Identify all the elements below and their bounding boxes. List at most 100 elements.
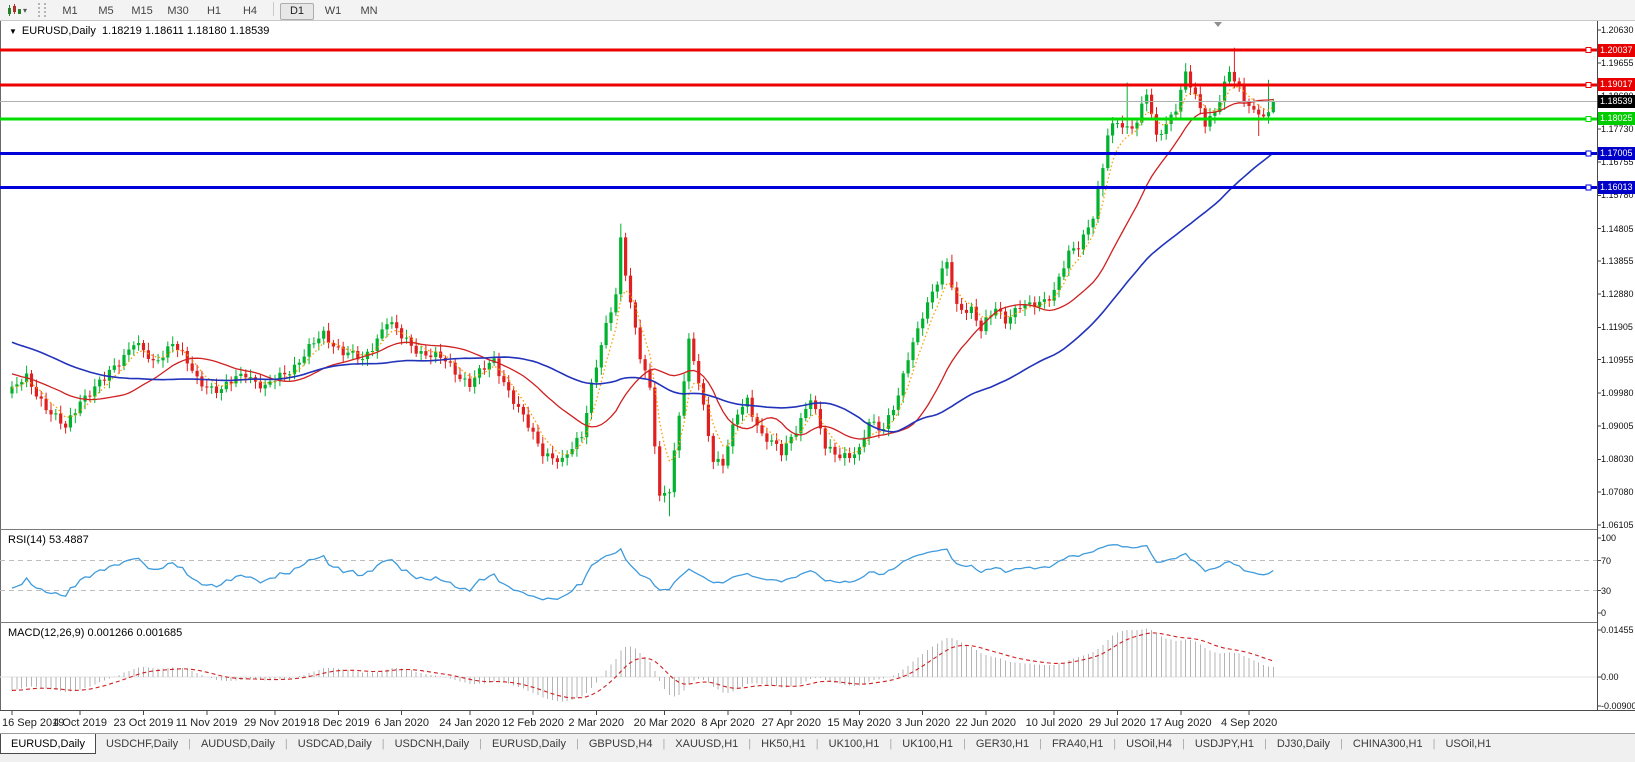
tab-divider: | — [815, 738, 819, 750]
chart-tab-0-eurusd-daily[interactable]: EURUSD,Daily — [0, 734, 96, 754]
price-tick-label: 1.19655 — [1601, 58, 1634, 69]
price-tick-label: 1.20630 — [1601, 25, 1634, 35]
panel-borders — [0, 20, 1635, 711]
chart-tab-2-audusd-daily[interactable]: AUDUSD,Daily — [200, 738, 275, 750]
date-tick-label: 18 Dec 2019 — [307, 717, 370, 729]
chart-tab-15-dj30-daily[interactable]: DJ30,Daily — [1276, 738, 1331, 750]
current-price-badge: 1.18539 — [1598, 94, 1635, 108]
price-badge-1.18025: 1.18025 — [1598, 112, 1635, 126]
chart-tab-14-usdjpy-h1[interactable]: USDJPY,H1 — [1194, 738, 1254, 750]
date-tick-label: 8 Apr 2020 — [701, 717, 755, 729]
toolbar-grip[interactable] — [38, 3, 47, 17]
price-tick-label: 1.07080 — [1601, 486, 1634, 497]
ma-fast-line[interactable] — [11, 86, 1274, 463]
tf-button-h4[interactable]: H4 — [242, 4, 258, 17]
chart-tab-5-eurusd-daily[interactable]: EURUSD,Daily — [492, 738, 566, 750]
macd-label: MACD(12,26,9) 0.001266 0.001685 — [8, 627, 183, 639]
date-tick-label: 4 Oct 2019 — [53, 717, 107, 729]
rsi-tick-label: 70 — [1601, 555, 1612, 566]
ma-mid-line[interactable] — [11, 98, 1274, 440]
date-tick-label: 10 Jul 2020 — [1025, 717, 1083, 729]
chart-tab-13-usoil-h4[interactable]: USOil,H4 — [1126, 738, 1172, 750]
chevron-down-icon: ▾ — [23, 5, 28, 15]
price-badge-1.16013: 1.16013 — [1598, 180, 1635, 194]
tf-button-m15[interactable]: M15 — [131, 4, 153, 17]
date-tick-label: 27 Apr 2020 — [761, 717, 822, 729]
tf-button-mn[interactable]: MN — [360, 4, 378, 17]
price-tick-label: 1.14805 — [1601, 223, 1634, 234]
date-tick-label: 16 Sep 2019 — [2, 717, 65, 729]
price-tick-label: 1.09005 — [1601, 421, 1634, 432]
candles[interactable] — [10, 47, 1275, 517]
level-handle-1.16013[interactable] — [1585, 184, 1592, 191]
chart-tab-12-fra40-h1[interactable]: FRA40,H1 — [1051, 738, 1104, 750]
tab-divider: | — [1263, 738, 1267, 750]
price-tick-label: 1.16755 — [1601, 157, 1634, 168]
chart-caption: ▼ EURUSD,Daily 1.18219 1.18611 1.18180 1.… — [9, 25, 269, 37]
chart-tab-17-usoil-h1[interactable]: USOil,H1 — [1445, 738, 1492, 750]
tab-divider: | — [748, 738, 752, 750]
tab-divider: | — [1340, 738, 1343, 750]
ma-slow-line[interactable] — [11, 152, 1274, 433]
date-tick-label: 23 Oct 2019 — [113, 717, 174, 729]
chart-tab-1-usdchf-daily[interactable]: USDCHF,Daily — [105, 738, 179, 750]
tf-button-d1[interactable]: D1 — [280, 2, 315, 20]
chart-tab-7-xauusd-h1[interactable]: XAUUSD,H1 — [675, 738, 739, 750]
chart-tab-16-china300-h1[interactable]: CHINA300,H1 — [1352, 738, 1423, 750]
price-tick-label: 1.17730 — [1601, 123, 1634, 134]
tab-divider: | — [479, 738, 483, 750]
tf-button-m5[interactable]: M5 — [98, 4, 114, 17]
level-handle-1.19017[interactable] — [1585, 82, 1592, 88]
tab-divider: | — [1039, 738, 1042, 750]
chart-symbol-label: EURUSD,Daily — [21, 25, 96, 37]
candlestick-chart-icon — [8, 3, 21, 16]
chart-tab-3-usdcad-daily[interactable]: USDCAD,Daily — [297, 738, 372, 750]
chart-shift-marker[interactable] — [1214, 22, 1222, 27]
tab-divider: | — [889, 738, 893, 750]
chart-tab-11-ger30-h1[interactable]: GER30,H1 — [975, 738, 1030, 750]
chart-tab-4-usdcnh-daily[interactable]: USDCNH,Daily — [394, 738, 470, 750]
price-tick-label: 1.10955 — [1601, 354, 1634, 365]
tab-divider: | — [963, 738, 966, 750]
macd-histogram[interactable] — [11, 628, 1274, 702]
price-badge-1.20037: 1.20037 — [1598, 43, 1635, 57]
timeframe-buttons: M1 M5 M15 M30 H1 H4 D1 W1 MN — [52, 1, 387, 20]
date-tick-label: 24 Jan 2020 — [439, 717, 500, 729]
chart-tab-bar: EURUSD,Daily USDCHF,Daily | AUDUSD,Daily | US… — [0, 733, 1635, 762]
price-tick-label: 1.13855 — [1601, 255, 1634, 266]
chart-tab-9-uk100-h1[interactable]: UK100,H1 — [828, 738, 880, 750]
price-tick-label: 1.09980 — [1601, 387, 1634, 398]
tf-button-w1[interactable]: W1 — [324, 4, 342, 17]
date-tick-label: 20 Mar 2020 — [633, 717, 696, 729]
date-tick-label: 6 Jan 2020 — [374, 717, 430, 729]
price-tick-label: 1.11905 — [1601, 322, 1633, 333]
tab-divider: | — [381, 738, 385, 750]
price-badge-1.19017: 1.19017 — [1598, 78, 1635, 92]
macd-signal-line[interactable] — [11, 632, 1274, 699]
chart-tab-10-uk100-h1[interactable]: UK100,H1 — [902, 738, 954, 750]
tf-button-m1[interactable]: M1 — [62, 4, 78, 17]
chart-type-icon[interactable]: ▾ — [4, 2, 30, 18]
level-handle-1.17005[interactable] — [1585, 150, 1592, 157]
rsi-line[interactable] — [11, 544, 1274, 601]
chart-tab-8-hk50-h1[interactable]: HK50,H1 — [761, 738, 806, 750]
price-tick-label: 1.15780 — [1601, 190, 1634, 201]
tf-button-m30[interactable]: M30 — [167, 4, 189, 17]
date-tick-label: 29 Jul 2020 — [1088, 717, 1146, 729]
chart-tab-6-gbpusd-h4[interactable]: GBPUSD,H4 — [588, 738, 653, 750]
rsi-tick-label: 0 — [1601, 608, 1607, 618]
tab-divider: | — [576, 738, 579, 750]
ohlc-values: 1.18219 1.18611 1.18180 1.18539 — [102, 25, 270, 37]
level-handle-1.18025[interactable] — [1585, 115, 1592, 122]
date-tick-label: 15 May 2020 — [827, 717, 891, 729]
rsi-tick-label: 30 — [1601, 585, 1612, 596]
tab-divider: | — [188, 738, 191, 750]
symbol-dropdown-icon[interactable]: ▼ — [9, 27, 17, 36]
level-handle-1.20037[interactable] — [1585, 47, 1592, 54]
tf-button-h1[interactable]: H1 — [206, 4, 222, 17]
price-tick-label: 1.08030 — [1601, 454, 1634, 465]
tab-divider: | — [662, 738, 666, 750]
date-tick-label: 29 Nov 2019 — [243, 717, 307, 729]
tab-divider: | — [1432, 738, 1436, 750]
